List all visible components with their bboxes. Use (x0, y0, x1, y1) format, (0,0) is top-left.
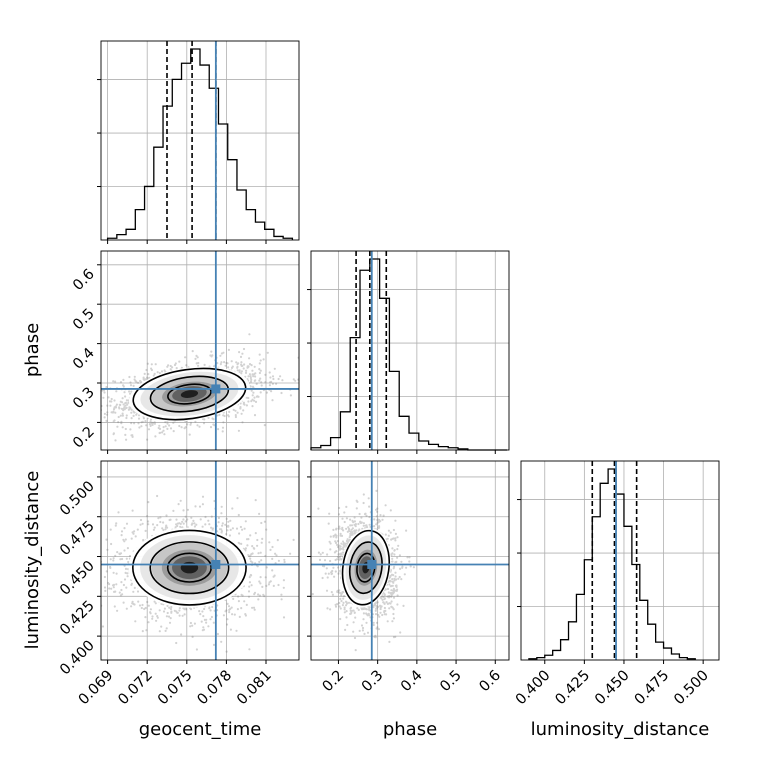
pair-panel-geocent_time-luminosity_distance (97, 460, 300, 664)
x-axis-label-phase: phase (383, 719, 437, 740)
panel-frame (100, 460, 300, 661)
x-tick-label: 0.081 (234, 668, 275, 709)
x-axis-label-geocent_time: geocent_time (139, 719, 262, 740)
pair-panel-content (311, 461, 509, 660)
x-tick-label: 0.078 (195, 668, 236, 709)
y-tick-label: 0.500 (57, 478, 98, 519)
y-axis-label-phase: phase (22, 323, 43, 377)
panel-frame (100, 250, 300, 451)
panel-frame (100, 40, 300, 241)
x-tick-label: 0.400 (513, 668, 554, 709)
y-tick-label: 0.6 (70, 266, 98, 294)
panel-frame (310, 250, 510, 451)
density-level (180, 390, 199, 398)
y-tick-label: 0.400 (57, 638, 98, 679)
pair-panel-phase-luminosity_distance (307, 460, 510, 664)
histogram-step-geocent_time (106, 48, 294, 240)
x-tick-label: 0.075 (155, 668, 196, 709)
x-tick-label: 0.3 (359, 668, 387, 696)
truth-marker (367, 559, 377, 569)
y-axis-label-luminosity_distance: luminosity_distance (22, 471, 43, 650)
x-tick-label: 0.5 (437, 668, 465, 696)
contour-line (149, 541, 230, 595)
pair-panel-content (101, 461, 299, 660)
x-tick-label: 0.4 (398, 668, 426, 696)
pair-panel-geocent_time-phase (97, 250, 300, 454)
x-tick-label: 0.500 (671, 668, 712, 709)
y-tick-label: 0.450 (57, 558, 98, 599)
x-tick-label: 0.425 (553, 668, 594, 709)
x-axis-label-luminosity_distance: luminosity_distance (531, 719, 710, 740)
y-tick-label: 0.2 (70, 424, 98, 452)
x-tick-label: 0.069 (76, 668, 117, 709)
contour-line (132, 367, 247, 421)
y-tick-label: 0.4 (70, 345, 98, 373)
panel-frame (310, 460, 510, 661)
y-tick-label: 0.3 (70, 385, 98, 413)
x-tick-label: 0.475 (632, 668, 673, 709)
panel-frame (520, 460, 720, 661)
histogram-step-phase (310, 258, 508, 451)
histogram-step-luminosity_distance (528, 468, 696, 660)
pair-panel-content (101, 251, 299, 450)
contour-line (167, 383, 212, 405)
y-tick-label: 0.425 (57, 598, 98, 639)
y-tick-label: 0.475 (57, 518, 98, 559)
contour-line (132, 529, 247, 606)
hist-panel-luminosity_distance (517, 460, 720, 664)
hist-panel-phase (307, 250, 510, 454)
contour-line (166, 552, 213, 583)
x-tick-label: 0.072 (115, 668, 156, 709)
truth-marker (211, 559, 221, 569)
truth-marker (211, 384, 221, 394)
x-tick-label: 0.2 (320, 668, 348, 696)
y-tick-label: 0.5 (70, 306, 98, 334)
x-tick-label: 0.450 (592, 668, 633, 709)
hist-panel-geocent_time (97, 40, 300, 244)
x-tick-label: 0.6 (476, 668, 504, 696)
